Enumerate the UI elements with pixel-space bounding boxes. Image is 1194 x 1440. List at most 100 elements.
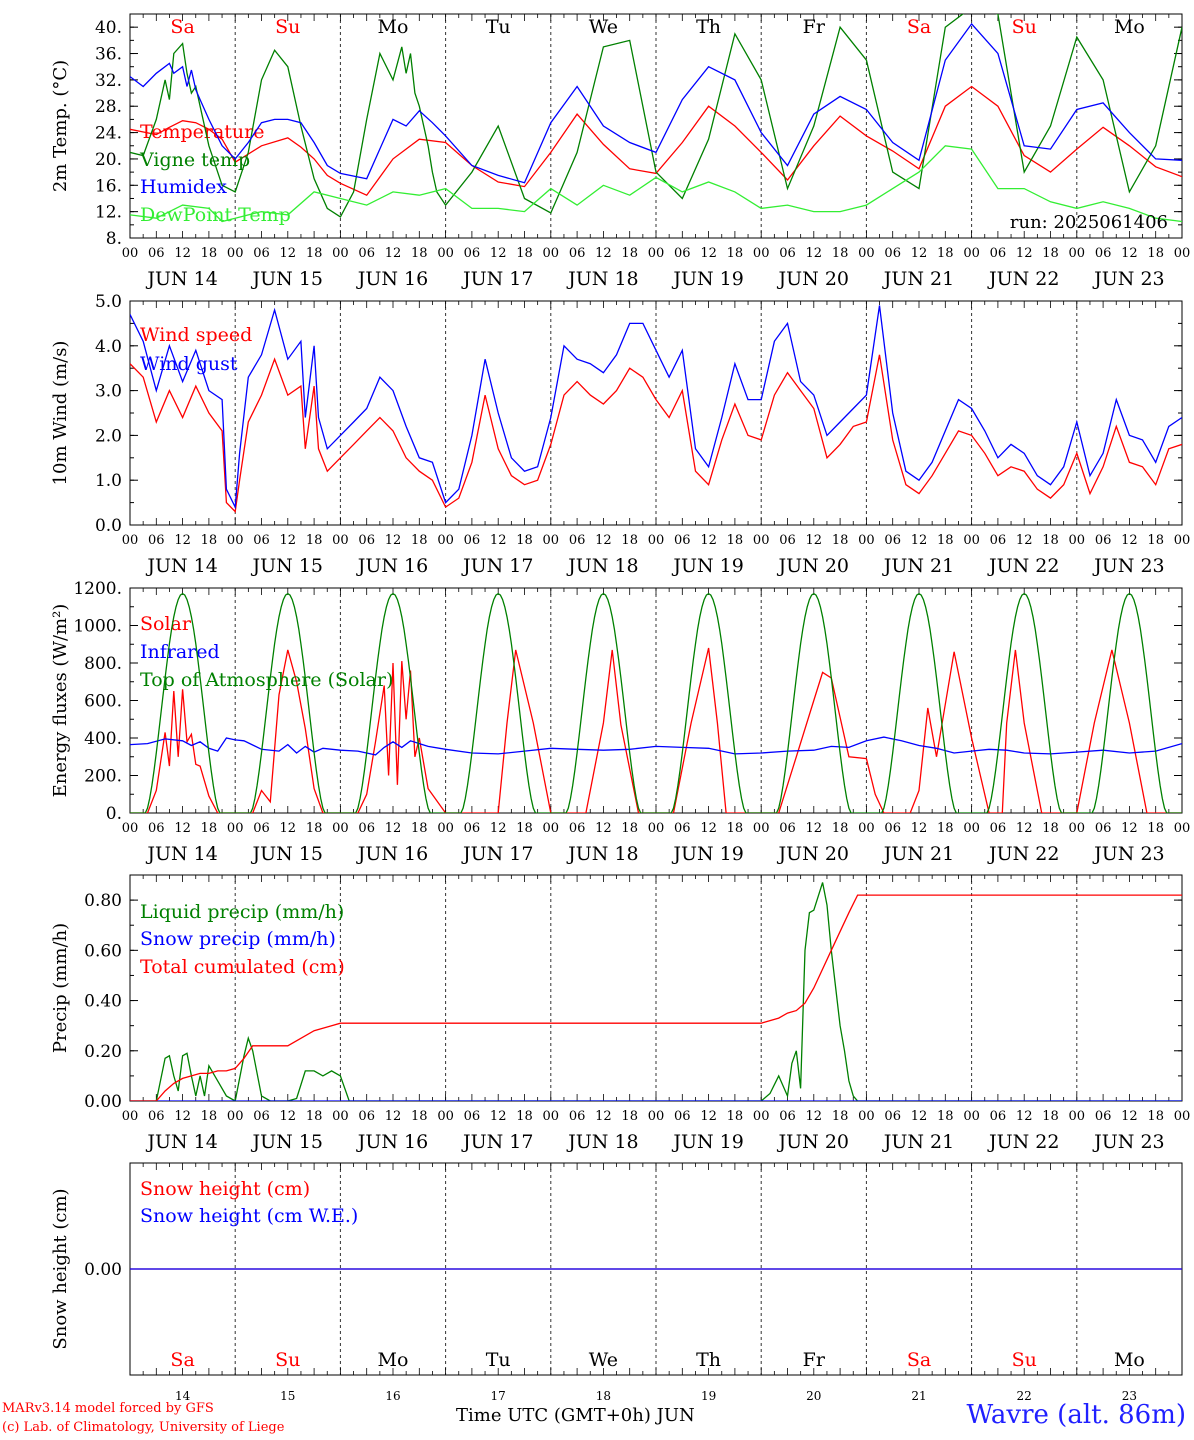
date-label: JUN 14 [145,268,217,290]
hour-label: 18 [832,821,849,836]
date-label: JUN 14 [145,1131,217,1153]
hour-label: 12 [490,246,507,261]
hour-label: 06 [1095,1109,1112,1124]
hour-label: 06 [358,533,375,548]
hour-label: 06 [674,821,691,836]
y-axis-label: Energy fluxes (W/m²) [50,604,71,798]
hour-label: 06 [990,1109,1007,1124]
date-label: JUN 16 [356,268,428,290]
day-name-label: Su [275,16,300,38]
hour-label: 00 [227,246,244,261]
y-axis-label: Precip (mm/h) [50,923,71,1053]
hour-label: 06 [253,533,270,548]
day-number-label: 20 [806,1389,821,1403]
hour-label: 00 [332,1109,349,1124]
date-label: JUN 22 [987,1131,1059,1153]
hour-label: 12 [1016,821,1033,836]
hour-label: 18 [201,246,218,261]
hour-label: 00 [753,821,770,836]
hour-label: 12 [490,533,507,548]
day-name-label: Su [1012,16,1037,38]
plot-frame [129,300,1183,526]
day-name-label: Tu [486,1349,511,1371]
date-label: JUN 23 [1092,843,1164,865]
y-tick-label: 5.0 [95,292,122,312]
series-line [130,894,1182,1101]
model-credit: MARv3.14 model forced by GFS [2,1401,214,1416]
hour-label: 18 [832,533,849,548]
hour-label: 00 [227,821,244,836]
hour-label: 18 [937,1109,954,1124]
y-tick-label: 36. [95,45,122,65]
day-name-label: Sa [170,16,194,38]
hour-label: 12 [911,533,928,548]
station-label: Wavre (alt. 86m) [966,1400,1186,1430]
y-tick-label: 16. [95,176,122,196]
hour-label: 06 [779,246,796,261]
legend-entry: Total cumulated (cm) [140,956,345,978]
y-axis-label: 10m Wind (m/s) [50,341,71,486]
hour-label: 18 [1042,1109,1059,1124]
hour-label: 12 [385,533,402,548]
hour-label: 00 [332,533,349,548]
hour-label: 00 [437,246,454,261]
hour-label: 06 [990,246,1007,261]
hour-label: 18 [1147,246,1164,261]
date-label: JUN 15 [251,843,323,865]
y-tick-label: 12. [95,203,122,223]
hour-label: 18 [1147,821,1164,836]
y-tick-label: 40. [95,18,122,38]
hour-label: 12 [700,533,717,548]
hour-label: 06 [779,1109,796,1124]
date-label: JUN 15 [251,268,323,290]
day-name-label: Su [275,1349,300,1371]
hour-label: 00 [1174,246,1191,261]
y-axis-label: 2m Temp. (°C) [50,60,71,192]
hour-label: 00 [543,533,560,548]
hour-label: 18 [516,821,533,836]
hour-label: 18 [516,533,533,548]
hour-label: 12 [174,821,191,836]
hour-label: 12 [174,246,191,261]
y-tick-label: 0.00 [84,1260,122,1280]
hour-label: 18 [411,533,428,548]
hour-label: 12 [1016,533,1033,548]
hour-label: 06 [674,246,691,261]
date-label: JUN 22 [987,555,1059,577]
y-tick-label: 800. [84,654,122,674]
legend-entry: Infrared [140,641,220,663]
hour-label: 12 [385,1109,402,1124]
hour-label: 12 [806,1109,823,1124]
hour-label: 12 [1121,1109,1138,1124]
hour-label: 00 [122,821,139,836]
date-label: JUN 18 [566,268,638,290]
hour-label: 00 [437,821,454,836]
hour-label: 06 [569,533,586,548]
hour-label: 18 [621,821,638,836]
hour-label: 00 [753,1109,770,1124]
hour-label: 00 [753,533,770,548]
hour-label: 12 [280,533,297,548]
hour-label: 18 [1147,1109,1164,1124]
hour-label: 12 [385,246,402,261]
series-line [130,145,1182,223]
date-label: JUN 23 [1092,268,1164,290]
date-label: JUN 21 [882,1131,954,1153]
hour-label: 00 [437,533,454,548]
y-tick-label: 8. [106,229,122,249]
y-tick-label: 0.0 [95,516,122,536]
series-line [130,354,1182,514]
day-number-label: 18 [596,1389,611,1403]
hour-label: 18 [201,821,218,836]
series-line [130,14,1182,218]
y-tick-label: 400. [84,729,122,749]
hour-label: 00 [858,821,875,836]
hour-label: 18 [516,246,533,261]
day-number-label: 19 [701,1389,716,1403]
y-tick-label: 0. [106,804,122,824]
day-number-label: 14 [175,1389,191,1403]
hour-label: 12 [700,246,717,261]
y-tick-label: 0.80 [84,891,122,911]
hour-label: 12 [806,821,823,836]
hour-label: 06 [464,821,481,836]
